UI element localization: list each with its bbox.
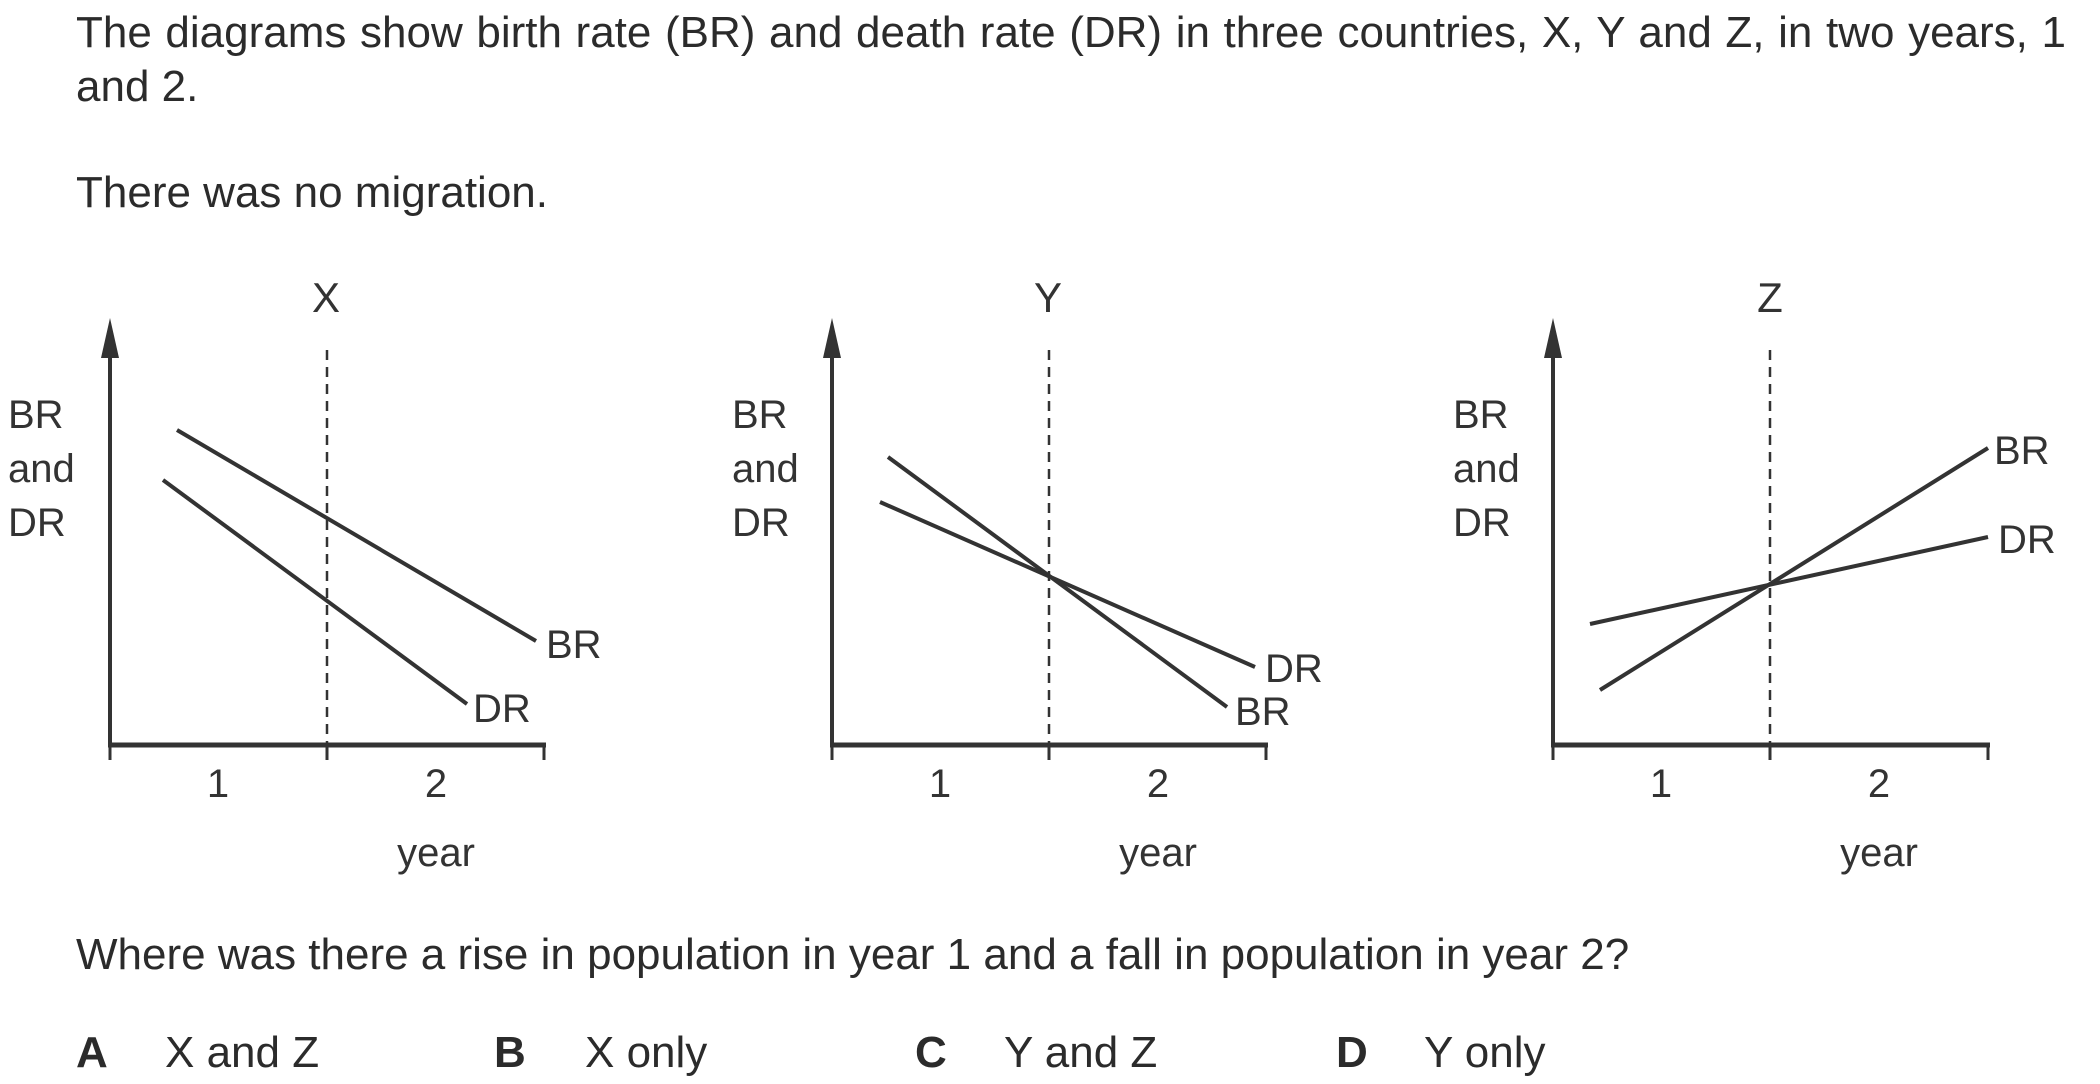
diagram-x-ylabel-and: and: [8, 447, 75, 491]
option-d-text[interactable]: Y only: [1424, 1028, 1546, 1077]
diagram-z-dr-label: DR: [1998, 518, 2056, 562]
option-b-text[interactable]: X only: [585, 1028, 708, 1077]
diagram-x-dr-label: DR: [473, 687, 531, 731]
diagram-z-dr-line: [1589, 535, 1989, 626]
diagram-z-tick-label-1: 1: [1650, 762, 1672, 806]
diagram-y-ylabel-and: and: [732, 447, 799, 491]
diagram-x-tick-label-2: 2: [425, 762, 447, 806]
diagram-y-y-axis-arrow: [823, 318, 841, 358]
diagram-y-dr-line: [879, 500, 1256, 669]
diagram-y-ylabel-br: BR: [732, 393, 788, 437]
diagram-y-tick-label-2: 2: [1147, 762, 1169, 806]
diagram-x-br-line: [175, 428, 538, 643]
diagram-z-br-label: BR: [1994, 429, 2050, 473]
diagram-x-ylabel-dr: DR: [8, 501, 66, 545]
diagram-z-xlabel: year: [1840, 831, 1918, 875]
diagram-y-dr-label: DR: [1265, 647, 1323, 691]
option-b-letter[interactable]: B: [494, 1028, 526, 1077]
option-c-text[interactable]: Y and Z: [1004, 1028, 1158, 1077]
diagram-y-tick-label-1: 1: [929, 762, 951, 806]
question-text: Where was there a rise in population in …: [76, 930, 1630, 979]
diagram-y-br-line: [886, 455, 1229, 709]
diagram-y: Y DR BR BR and DR 1 2 year: [732, 274, 1323, 875]
diagram-z-title: Z: [1757, 274, 1783, 321]
diagram-y-br-label: BR: [1235, 690, 1291, 734]
diagram-z: Z BR DR BR and DR 1 2 year: [1453, 274, 2056, 875]
diagram-y-ylabel-dr: DR: [732, 501, 790, 545]
option-d-letter[interactable]: D: [1336, 1028, 1368, 1077]
diagram-z-ylabel-dr: DR: [1453, 501, 1511, 545]
diagram-z-ylabel-and: and: [1453, 447, 1520, 491]
diagram-x-y-axis-arrow: [101, 318, 119, 358]
option-a-letter[interactable]: A: [76, 1028, 108, 1077]
diagram-z-y-axis-arrow: [1544, 318, 1562, 358]
diagram-x-br-label: BR: [546, 623, 602, 667]
answer-options: A X and Z B X only C Y and Z D Y only: [0, 1028, 2100, 1084]
diagram-y-title: Y: [1034, 274, 1062, 321]
diagram-x: X BR DR BR and DR 1 2 year: [8, 274, 602, 875]
diagram-x-title: X: [312, 274, 340, 321]
diagram-x-dr-line: [161, 478, 469, 706]
diagram-y-xlabel: year: [1119, 831, 1197, 875]
diagram-z-tick-label-2: 2: [1868, 762, 1890, 806]
diagram-x-tick-label-1: 1: [207, 762, 229, 806]
diagram-z-ylabel-br: BR: [1453, 393, 1509, 437]
diagram-z-br-line: [1598, 446, 1990, 692]
option-a-text[interactable]: X and Z: [165, 1028, 320, 1077]
diagram-x-xlabel: year: [397, 831, 475, 875]
diagram-x-ylabel-br: BR: [8, 393, 64, 437]
option-c-letter[interactable]: C: [915, 1028, 947, 1077]
no-migration-text: There was no migration.: [76, 168, 548, 217]
intro-text: The diagrams show birth rate (BR) and de…: [76, 8, 2066, 111]
